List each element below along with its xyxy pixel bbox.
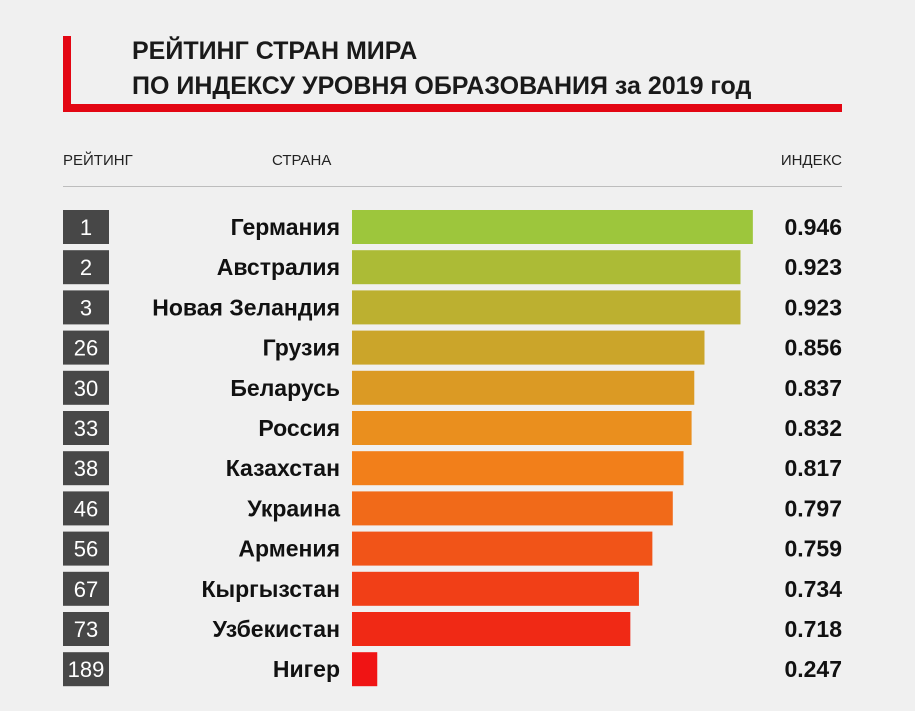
country-label: Россия bbox=[258, 415, 340, 441]
country-label: Грузия bbox=[263, 335, 340, 361]
accent-bar-vertical bbox=[63, 36, 71, 112]
value-label: 0.837 bbox=[784, 375, 842, 401]
value-label: 0.247 bbox=[784, 656, 842, 682]
value-label: 0.946 bbox=[784, 214, 842, 240]
column-header-index: ИНДЕКС bbox=[780, 152, 842, 169]
rank-label: 2 bbox=[80, 255, 92, 280]
rank-label: 189 bbox=[68, 657, 105, 682]
bar bbox=[352, 210, 753, 244]
bar bbox=[352, 451, 684, 486]
rank-label: 30 bbox=[74, 376, 98, 401]
value-label: 0.817 bbox=[784, 455, 842, 481]
rank-box bbox=[63, 411, 109, 445]
rank-label: 38 bbox=[74, 456, 98, 481]
value-label: 0.856 bbox=[784, 335, 842, 361]
country-label: Кыргызстан bbox=[201, 576, 340, 602]
rank-box bbox=[63, 330, 109, 365]
country-label: Беларусь bbox=[230, 375, 340, 401]
value-label: 0.759 bbox=[784, 536, 842, 562]
rank-box bbox=[63, 290, 109, 325]
bar bbox=[352, 491, 673, 526]
rank-label: 73 bbox=[74, 617, 98, 642]
bar bbox=[352, 330, 705, 365]
value-label: 0.734 bbox=[784, 576, 842, 602]
title-line-2: ПО ИНДЕКСУ УРОВНЯ ОБРАЗОВАНИЯ за 2019 го… bbox=[132, 72, 752, 100]
bar bbox=[352, 531, 653, 566]
country-label: Новая Зеландия bbox=[152, 294, 340, 320]
rank-label: 67 bbox=[74, 577, 98, 602]
rank-box bbox=[63, 531, 109, 566]
country-label: Германия bbox=[231, 214, 340, 240]
header-divider bbox=[63, 186, 842, 187]
column-header-country: СТРАНА bbox=[272, 152, 332, 169]
rank-box bbox=[63, 652, 109, 687]
title-line-1: РЕЙТИНГ СТРАН МИРА bbox=[132, 37, 418, 65]
rank-label: 3 bbox=[80, 295, 92, 320]
country-label: Австралия bbox=[217, 254, 340, 280]
bar bbox=[352, 612, 631, 646]
value-label: 0.797 bbox=[784, 495, 842, 521]
rank-box bbox=[63, 210, 109, 244]
value-label: 0.832 bbox=[784, 415, 842, 441]
value-label: 0.923 bbox=[784, 294, 842, 320]
country-label: Украина bbox=[247, 495, 340, 521]
bar bbox=[352, 652, 378, 687]
bar bbox=[352, 370, 695, 405]
country-label: Узбекистан bbox=[213, 616, 340, 642]
country-label: Нигер bbox=[273, 656, 340, 682]
rank-box bbox=[63, 612, 109, 646]
rank-label: 46 bbox=[74, 496, 98, 521]
rank-label: 56 bbox=[74, 537, 98, 562]
value-label: 0.923 bbox=[784, 254, 842, 280]
page-title: РЕЙТИНГ СТРАН МИРА ПО ИНДЕКСУ УРОВНЯ ОБР… bbox=[132, 34, 751, 104]
rank-box bbox=[63, 571, 109, 606]
rank-label: 33 bbox=[74, 416, 98, 441]
bar bbox=[352, 290, 741, 325]
rank-label: 1 bbox=[80, 215, 92, 240]
bar bbox=[352, 250, 741, 285]
bar bbox=[352, 411, 692, 445]
value-label: 0.718 bbox=[784, 616, 842, 642]
rank-box bbox=[63, 451, 109, 486]
rank-label: 26 bbox=[74, 336, 98, 361]
rank-box bbox=[63, 491, 109, 526]
column-header-rank: РЕЙТИНГ bbox=[63, 152, 133, 169]
rank-box bbox=[63, 250, 109, 285]
country-label: Армения bbox=[238, 536, 340, 562]
country-label: Казахстан bbox=[226, 455, 340, 481]
rank-box bbox=[63, 370, 109, 405]
accent-bar-horizontal bbox=[63, 104, 842, 112]
bar bbox=[352, 571, 639, 606]
